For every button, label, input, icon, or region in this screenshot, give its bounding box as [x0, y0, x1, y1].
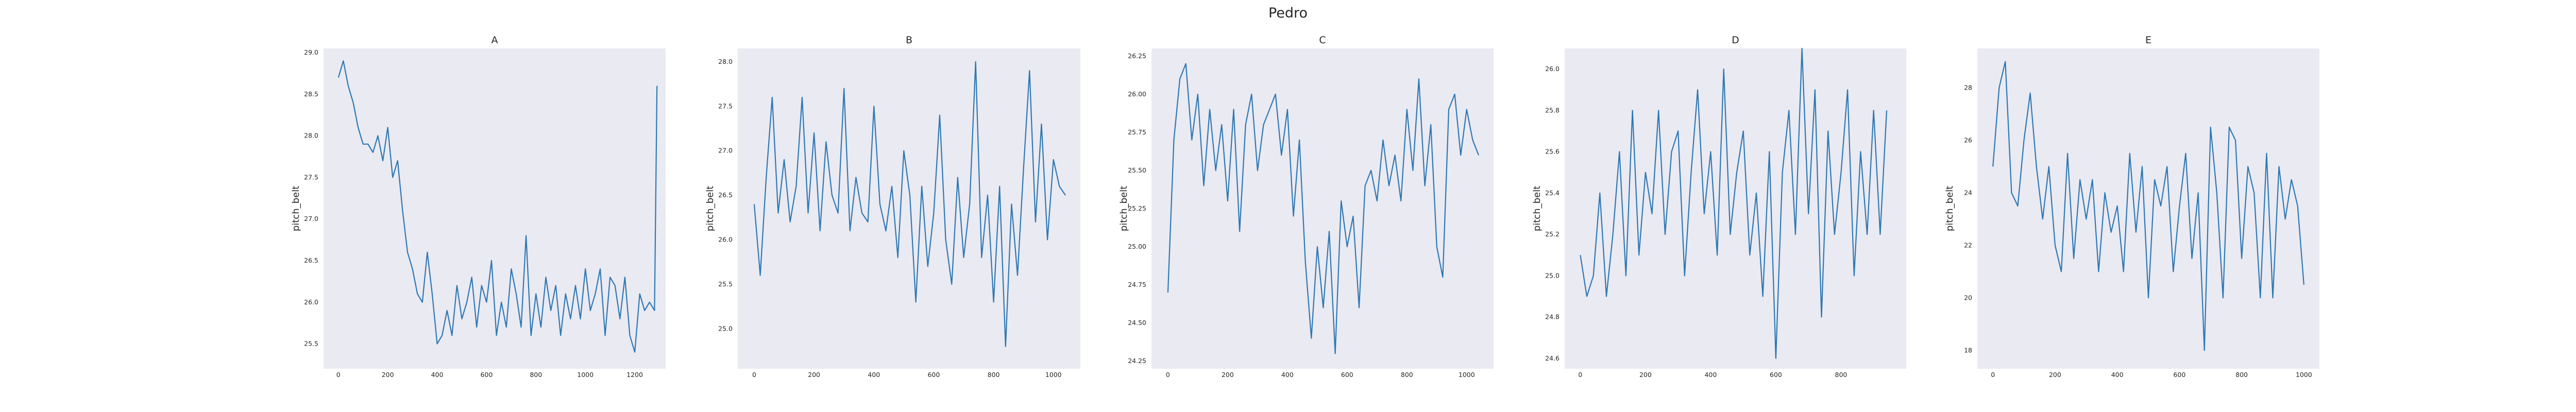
plot-area: [738, 48, 1080, 369]
plot-area: [1151, 48, 1494, 369]
x-tick-label: 600: [2173, 371, 2185, 379]
y-tick-label: 24.25: [1128, 357, 1146, 365]
plot-area: [324, 48, 666, 369]
x-tick-label: 1000: [2296, 371, 2312, 379]
x-tick-label: 1000: [577, 371, 594, 379]
x-tick-label: 600: [927, 371, 940, 379]
y-tick-label: 26: [1964, 136, 1972, 144]
x-tick-label: 600: [480, 371, 493, 379]
series-line: [337, 60, 658, 353]
x-tick-label: 1200: [626, 371, 643, 379]
x-tick-label: 0: [752, 371, 756, 379]
y-tick-label: 26.25: [1128, 52, 1146, 60]
subplot-title: E: [2145, 35, 2151, 46]
plot-area: [1565, 48, 1906, 369]
y-tick-label: 25.5: [304, 340, 318, 348]
y-tick-label: 27.0: [718, 147, 733, 154]
y-tick-label: 26.5: [718, 191, 733, 199]
x-tick-label: 400: [868, 371, 880, 379]
y-tick-label: 25.4: [1545, 189, 1560, 197]
x-tick-label: 400: [431, 371, 444, 379]
y-tick-label: 27.5: [304, 173, 318, 181]
y-tick-label: 26.5: [304, 256, 318, 264]
y-axis-label: pitch_belt: [1532, 186, 1543, 231]
y-tick-label: 29.0: [304, 48, 318, 56]
x-tick-label: 600: [1341, 371, 1353, 379]
subplot-title: C: [1319, 35, 1326, 46]
x-tick-label: 600: [1770, 371, 1782, 379]
y-tick-label: 25.00: [1128, 243, 1146, 250]
y-tick-label: 25.50: [1128, 166, 1146, 174]
y-tick-label: 18: [1964, 346, 1972, 354]
x-tick-label: 200: [808, 371, 820, 379]
y-tick-label: 22: [1964, 241, 1972, 249]
y-tick-label: 24.75: [1128, 281, 1146, 288]
y-tick-label: 25.6: [1545, 148, 1560, 156]
subplot-title: D: [1732, 35, 1739, 46]
y-tick-label: 28: [1964, 83, 1972, 91]
y-tick-label: 26.0: [304, 298, 318, 306]
x-tick-label: 800: [1835, 371, 1848, 379]
y-tick-label: 27.0: [304, 215, 318, 222]
x-tick-label: 1000: [1459, 371, 1475, 379]
series-line: [1167, 63, 1480, 354]
x-tick-label: 200: [382, 371, 394, 379]
y-tick-label: 25.0: [1545, 271, 1560, 279]
y-tick-label: 25.5: [718, 280, 733, 288]
x-tick-label: 800: [2235, 371, 2248, 379]
x-tick-label: 400: [2111, 371, 2124, 379]
series-line: [753, 61, 1066, 347]
y-axis-label: pitch_belt: [705, 186, 716, 231]
x-tick-label: 1000: [1045, 371, 1062, 379]
series-line: [1992, 61, 2304, 351]
x-tick-label: 400: [1281, 371, 1294, 379]
y-tick-label: 24: [1964, 188, 1972, 196]
series-line: [1580, 47, 1888, 359]
y-tick-label: 24.50: [1128, 319, 1146, 327]
y-tick-label: 26.0: [1545, 65, 1560, 73]
figure-title: Pedro: [1268, 5, 1308, 21]
y-axis-label: pitch_belt: [291, 186, 301, 231]
x-tick-label: 400: [1704, 371, 1717, 379]
y-tick-label: 25.25: [1128, 204, 1146, 212]
y-axis-label: pitch_belt: [1944, 186, 1955, 231]
y-tick-label: 25.2: [1545, 230, 1560, 238]
y-tick-label: 24.6: [1545, 354, 1560, 362]
y-tick-label: 28.0: [718, 58, 733, 65]
subplot-title: B: [906, 35, 912, 46]
plot-area: [1977, 48, 2319, 369]
y-tick-label: 28.0: [304, 132, 318, 140]
y-tick-label: 25.8: [1545, 106, 1560, 114]
subplot-title: A: [492, 35, 498, 46]
x-tick-label: 200: [1639, 371, 1652, 379]
y-tick-label: 28.5: [304, 90, 318, 98]
x-tick-label: 800: [988, 371, 1000, 379]
x-tick-label: 200: [1222, 371, 1234, 379]
x-tick-label: 0: [1166, 371, 1170, 379]
x-tick-label: 800: [530, 371, 542, 379]
y-tick-label: 24.8: [1545, 313, 1560, 321]
x-tick-label: 200: [2049, 371, 2061, 379]
x-tick-label: 0: [1578, 371, 1582, 379]
y-axis-label: pitch_belt: [1118, 186, 1129, 231]
x-tick-label: 0: [1991, 371, 1995, 379]
y-tick-label: 26.0: [718, 235, 733, 243]
y-tick-label: 25.75: [1128, 128, 1146, 136]
x-tick-label: 0: [336, 371, 341, 379]
y-tick-label: 20: [1964, 294, 1972, 301]
y-tick-label: 25.0: [718, 324, 733, 332]
y-tick-label: 26.00: [1128, 90, 1146, 98]
y-tick-label: 27.5: [718, 102, 733, 110]
x-tick-label: 800: [1401, 371, 1413, 379]
